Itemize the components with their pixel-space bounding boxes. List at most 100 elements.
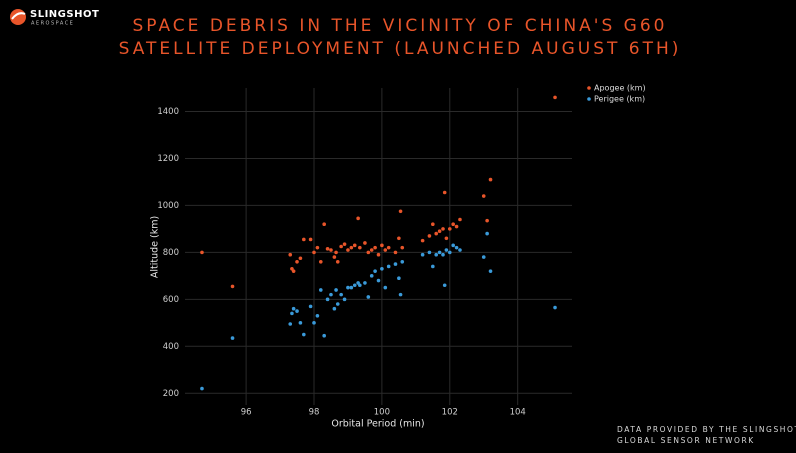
data-point (441, 252, 445, 257)
x-axis-label: Orbital Period (min) (331, 419, 424, 430)
data-point (369, 248, 374, 252)
data-point (356, 216, 360, 221)
data-point (431, 264, 435, 269)
data-point (481, 255, 486, 259)
data-point (434, 231, 439, 236)
data-point (398, 292, 403, 297)
data-point (322, 333, 326, 338)
data-point (349, 245, 354, 250)
x-tick-label: 98 (309, 408, 320, 418)
data-point (444, 236, 449, 241)
data-point (451, 222, 455, 226)
data-point (427, 234, 432, 238)
data-point (329, 248, 333, 252)
data-point (454, 245, 459, 250)
data-point (358, 245, 362, 250)
data-point (325, 247, 330, 251)
chart-title: SPACE DEBRIS IN THE VICINITY OF CHINA'S … (133, 16, 668, 36)
data-point (376, 252, 381, 257)
data-point (373, 269, 377, 273)
data-point (200, 250, 204, 255)
data-point (298, 256, 303, 261)
data-point (335, 302, 340, 306)
x-tick-label: 102 (442, 408, 458, 418)
data-point (342, 297, 347, 302)
data-point (400, 245, 405, 250)
data-point (447, 250, 452, 255)
data-point (334, 288, 338, 292)
data-point (335, 259, 340, 264)
data-point (295, 259, 299, 264)
data-point (315, 245, 320, 250)
data-point (349, 285, 354, 290)
legend-marker (587, 97, 591, 101)
data-point (488, 177, 493, 182)
x-tick-label: 104 (510, 408, 526, 418)
data-point (444, 248, 449, 252)
data-point (325, 297, 330, 302)
data-point (322, 222, 326, 226)
data-point (290, 311, 294, 316)
data-point (481, 194, 486, 198)
data-point (332, 306, 337, 311)
data-point (373, 245, 377, 250)
y-tick-label: 800 (163, 248, 179, 258)
data-point (420, 238, 425, 243)
data-point (397, 236, 401, 241)
data-point (291, 269, 296, 273)
data-point (451, 243, 455, 248)
data-point (358, 283, 362, 288)
data-point (332, 255, 337, 259)
data-point (383, 285, 388, 290)
data-point (302, 332, 306, 337)
data-point (302, 237, 306, 242)
data-point (318, 288, 323, 292)
legend-label: Apogee (km) (594, 84, 646, 93)
data-point (380, 243, 384, 248)
data-point (291, 306, 296, 311)
logo-subtext: AEROSPACE (31, 21, 74, 27)
data-point (363, 241, 367, 245)
data-point (288, 252, 293, 257)
data-point (397, 276, 401, 281)
data-point (363, 281, 367, 285)
data-point (441, 227, 445, 231)
legend-marker (587, 86, 591, 90)
data-point (488, 269, 493, 273)
data-point (420, 252, 425, 257)
data-point (308, 237, 313, 242)
data-point (230, 336, 235, 340)
data-point (386, 264, 391, 269)
data-point (485, 218, 489, 223)
data-point (366, 295, 371, 299)
data-point (334, 250, 338, 255)
data-point (352, 283, 357, 288)
x-tick-label: 100 (374, 408, 390, 418)
data-point (553, 305, 557, 310)
data-point (339, 292, 343, 297)
data-point (400, 259, 405, 264)
data-point (312, 250, 316, 255)
data-point (376, 278, 381, 283)
x-tick-label: 96 (241, 408, 252, 418)
data-point (458, 248, 462, 252)
data-point (485, 231, 489, 236)
data-point (431, 222, 435, 226)
data-point (329, 292, 333, 297)
data-point (393, 262, 398, 266)
y-tick-label: 600 (163, 295, 179, 305)
data-point (295, 309, 299, 313)
data-point (442, 190, 447, 195)
data-point (447, 227, 452, 231)
y-tick-label: 1200 (157, 154, 179, 164)
data-point (339, 244, 343, 249)
data-point (386, 245, 391, 250)
logo-text: SLINGSHOT (30, 9, 99, 20)
data-point (434, 252, 439, 257)
data-point (308, 304, 313, 309)
footer-text: DATA PROVIDED BY THE SLINGSHOT (617, 425, 796, 434)
data-point (312, 321, 316, 325)
data-point (200, 386, 204, 391)
data-point (315, 313, 320, 318)
